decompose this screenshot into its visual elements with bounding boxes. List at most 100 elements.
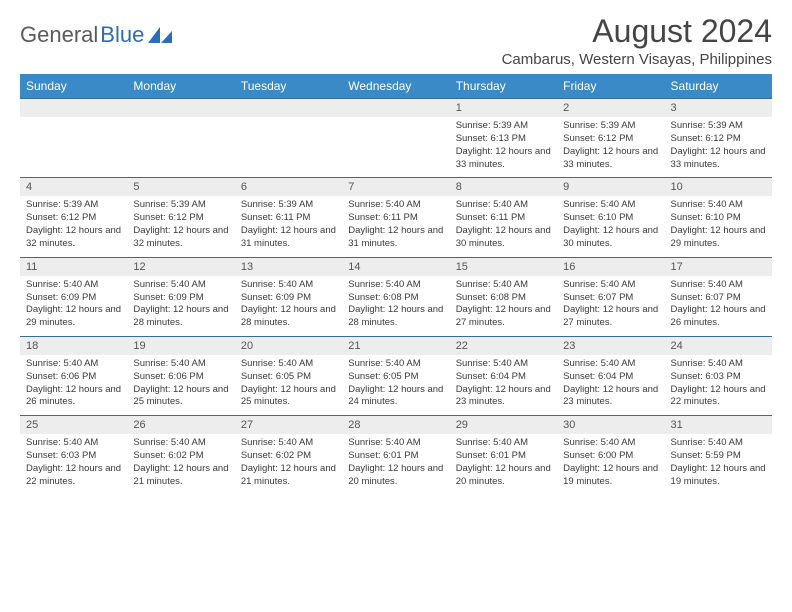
day-cell [235, 99, 342, 178]
day-content: Sunrise: 5:40 AMSunset: 6:11 PMDaylight:… [450, 196, 557, 256]
day-number: 22 [450, 337, 557, 355]
day-cell: 14Sunrise: 5:40 AMSunset: 6:08 PMDayligh… [342, 257, 449, 336]
day-number: 1 [450, 99, 557, 117]
week-row: 4Sunrise: 5:39 AMSunset: 6:12 PMDaylight… [20, 178, 772, 257]
day-number: 13 [235, 258, 342, 276]
day-content: Sunrise: 5:40 AMSunset: 6:05 PMDaylight:… [235, 355, 342, 415]
day-header: Friday [557, 74, 664, 99]
day-number: 19 [127, 337, 234, 355]
day-cell: 30Sunrise: 5:40 AMSunset: 6:00 PMDayligh… [557, 416, 664, 495]
day-content: Sunrise: 5:39 AMSunset: 6:12 PMDaylight:… [127, 196, 234, 256]
day-content: Sunrise: 5:40 AMSunset: 6:05 PMDaylight:… [342, 355, 449, 415]
day-content: Sunrise: 5:40 AMSunset: 5:59 PMDaylight:… [665, 434, 772, 494]
day-cell [342, 99, 449, 178]
day-cell: 15Sunrise: 5:40 AMSunset: 6:08 PMDayligh… [450, 257, 557, 336]
day-number: 21 [342, 337, 449, 355]
day-content: Sunrise: 5:40 AMSunset: 6:02 PMDaylight:… [235, 434, 342, 494]
day-number: 9 [557, 178, 664, 196]
calendar-page: GeneralBlue August 2024 Cambarus, Wester… [0, 0, 792, 508]
day-cell: 18Sunrise: 5:40 AMSunset: 6:06 PMDayligh… [20, 336, 127, 415]
logo-text-gray: General [20, 22, 98, 48]
logo-sail-icon [148, 27, 172, 43]
day-number: 30 [557, 416, 664, 434]
day-cell: 19Sunrise: 5:40 AMSunset: 6:06 PMDayligh… [127, 336, 234, 415]
day-header: Monday [127, 74, 234, 99]
day-content: Sunrise: 5:39 AMSunset: 6:12 PMDaylight:… [665, 117, 772, 177]
day-content: Sunrise: 5:40 AMSunset: 6:01 PMDaylight:… [450, 434, 557, 494]
day-cell: 12Sunrise: 5:40 AMSunset: 6:09 PMDayligh… [127, 257, 234, 336]
day-content: Sunrise: 5:40 AMSunset: 6:03 PMDaylight:… [20, 434, 127, 494]
day-content: Sunrise: 5:40 AMSunset: 6:06 PMDaylight:… [127, 355, 234, 415]
day-content: Sunrise: 5:40 AMSunset: 6:08 PMDaylight:… [342, 276, 449, 336]
day-number: 2 [557, 99, 664, 117]
day-number: 8 [450, 178, 557, 196]
day-cell [20, 99, 127, 178]
day-content: Sunrise: 5:40 AMSunset: 6:09 PMDaylight:… [235, 276, 342, 336]
day-number: 25 [20, 416, 127, 434]
calendar-table: Sunday Monday Tuesday Wednesday Thursday… [20, 74, 772, 494]
day-number: 23 [557, 337, 664, 355]
day-content: Sunrise: 5:40 AMSunset: 6:09 PMDaylight:… [20, 276, 127, 336]
day-number: 3 [665, 99, 772, 117]
day-content: Sunrise: 5:40 AMSunset: 6:10 PMDaylight:… [557, 196, 664, 256]
day-content: Sunrise: 5:40 AMSunset: 6:01 PMDaylight:… [342, 434, 449, 494]
week-row: 1Sunrise: 5:39 AMSunset: 6:13 PMDaylight… [20, 99, 772, 178]
day-content: Sunrise: 5:39 AMSunset: 6:13 PMDaylight:… [450, 117, 557, 177]
day-content: Sunrise: 5:40 AMSunset: 6:03 PMDaylight:… [665, 355, 772, 415]
page-header: GeneralBlue August 2024 Cambarus, Wester… [20, 14, 772, 68]
logo: GeneralBlue [20, 14, 172, 48]
day-number: 14 [342, 258, 449, 276]
day-cell: 2Sunrise: 5:39 AMSunset: 6:12 PMDaylight… [557, 99, 664, 178]
day-cell: 28Sunrise: 5:40 AMSunset: 6:01 PMDayligh… [342, 416, 449, 495]
day-content: Sunrise: 5:39 AMSunset: 6:11 PMDaylight:… [235, 196, 342, 256]
day-content-empty [235, 117, 342, 139]
day-number: 29 [450, 416, 557, 434]
day-content-empty [127, 117, 234, 139]
day-number: 10 [665, 178, 772, 196]
day-content-empty [20, 117, 127, 139]
day-number: 15 [450, 258, 557, 276]
day-cell: 31Sunrise: 5:40 AMSunset: 5:59 PMDayligh… [665, 416, 772, 495]
week-row: 18Sunrise: 5:40 AMSunset: 6:06 PMDayligh… [20, 336, 772, 415]
week-row: 11Sunrise: 5:40 AMSunset: 6:09 PMDayligh… [20, 257, 772, 336]
day-number-empty [20, 99, 127, 117]
day-content: Sunrise: 5:40 AMSunset: 6:04 PMDaylight:… [450, 355, 557, 415]
day-content: Sunrise: 5:40 AMSunset: 6:10 PMDaylight:… [665, 196, 772, 256]
day-header: Wednesday [342, 74, 449, 99]
day-cell: 8Sunrise: 5:40 AMSunset: 6:11 PMDaylight… [450, 178, 557, 257]
day-cell: 23Sunrise: 5:40 AMSunset: 6:04 PMDayligh… [557, 336, 664, 415]
day-cell: 26Sunrise: 5:40 AMSunset: 6:02 PMDayligh… [127, 416, 234, 495]
day-number: 17 [665, 258, 772, 276]
day-cell: 5Sunrise: 5:39 AMSunset: 6:12 PMDaylight… [127, 178, 234, 257]
day-cell: 11Sunrise: 5:40 AMSunset: 6:09 PMDayligh… [20, 257, 127, 336]
day-content: Sunrise: 5:39 AMSunset: 6:12 PMDaylight:… [20, 196, 127, 256]
day-content: Sunrise: 5:40 AMSunset: 6:00 PMDaylight:… [557, 434, 664, 494]
day-cell: 3Sunrise: 5:39 AMSunset: 6:12 PMDaylight… [665, 99, 772, 178]
day-header: Tuesday [235, 74, 342, 99]
day-content: Sunrise: 5:40 AMSunset: 6:07 PMDaylight:… [665, 276, 772, 336]
day-content: Sunrise: 5:40 AMSunset: 6:11 PMDaylight:… [342, 196, 449, 256]
day-content: Sunrise: 5:40 AMSunset: 6:06 PMDaylight:… [20, 355, 127, 415]
day-cell: 21Sunrise: 5:40 AMSunset: 6:05 PMDayligh… [342, 336, 449, 415]
day-cell: 16Sunrise: 5:40 AMSunset: 6:07 PMDayligh… [557, 257, 664, 336]
day-header: Sunday [20, 74, 127, 99]
day-cell: 1Sunrise: 5:39 AMSunset: 6:13 PMDaylight… [450, 99, 557, 178]
day-number: 20 [235, 337, 342, 355]
day-number-empty [127, 99, 234, 117]
day-number-empty [235, 99, 342, 117]
day-cell: 7Sunrise: 5:40 AMSunset: 6:11 PMDaylight… [342, 178, 449, 257]
month-title: August 2024 [502, 14, 772, 49]
day-number: 31 [665, 416, 772, 434]
day-content: Sunrise: 5:39 AMSunset: 6:12 PMDaylight:… [557, 117, 664, 177]
day-cell: 29Sunrise: 5:40 AMSunset: 6:01 PMDayligh… [450, 416, 557, 495]
day-number: 16 [557, 258, 664, 276]
day-number: 18 [20, 337, 127, 355]
calendar-body: 1Sunrise: 5:39 AMSunset: 6:13 PMDaylight… [20, 99, 772, 495]
day-cell: 20Sunrise: 5:40 AMSunset: 6:05 PMDayligh… [235, 336, 342, 415]
logo-text-blue: Blue [100, 22, 144, 48]
day-cell: 9Sunrise: 5:40 AMSunset: 6:10 PMDaylight… [557, 178, 664, 257]
day-cell: 4Sunrise: 5:39 AMSunset: 6:12 PMDaylight… [20, 178, 127, 257]
day-number: 27 [235, 416, 342, 434]
day-content: Sunrise: 5:40 AMSunset: 6:08 PMDaylight:… [450, 276, 557, 336]
day-content-empty [342, 117, 449, 139]
